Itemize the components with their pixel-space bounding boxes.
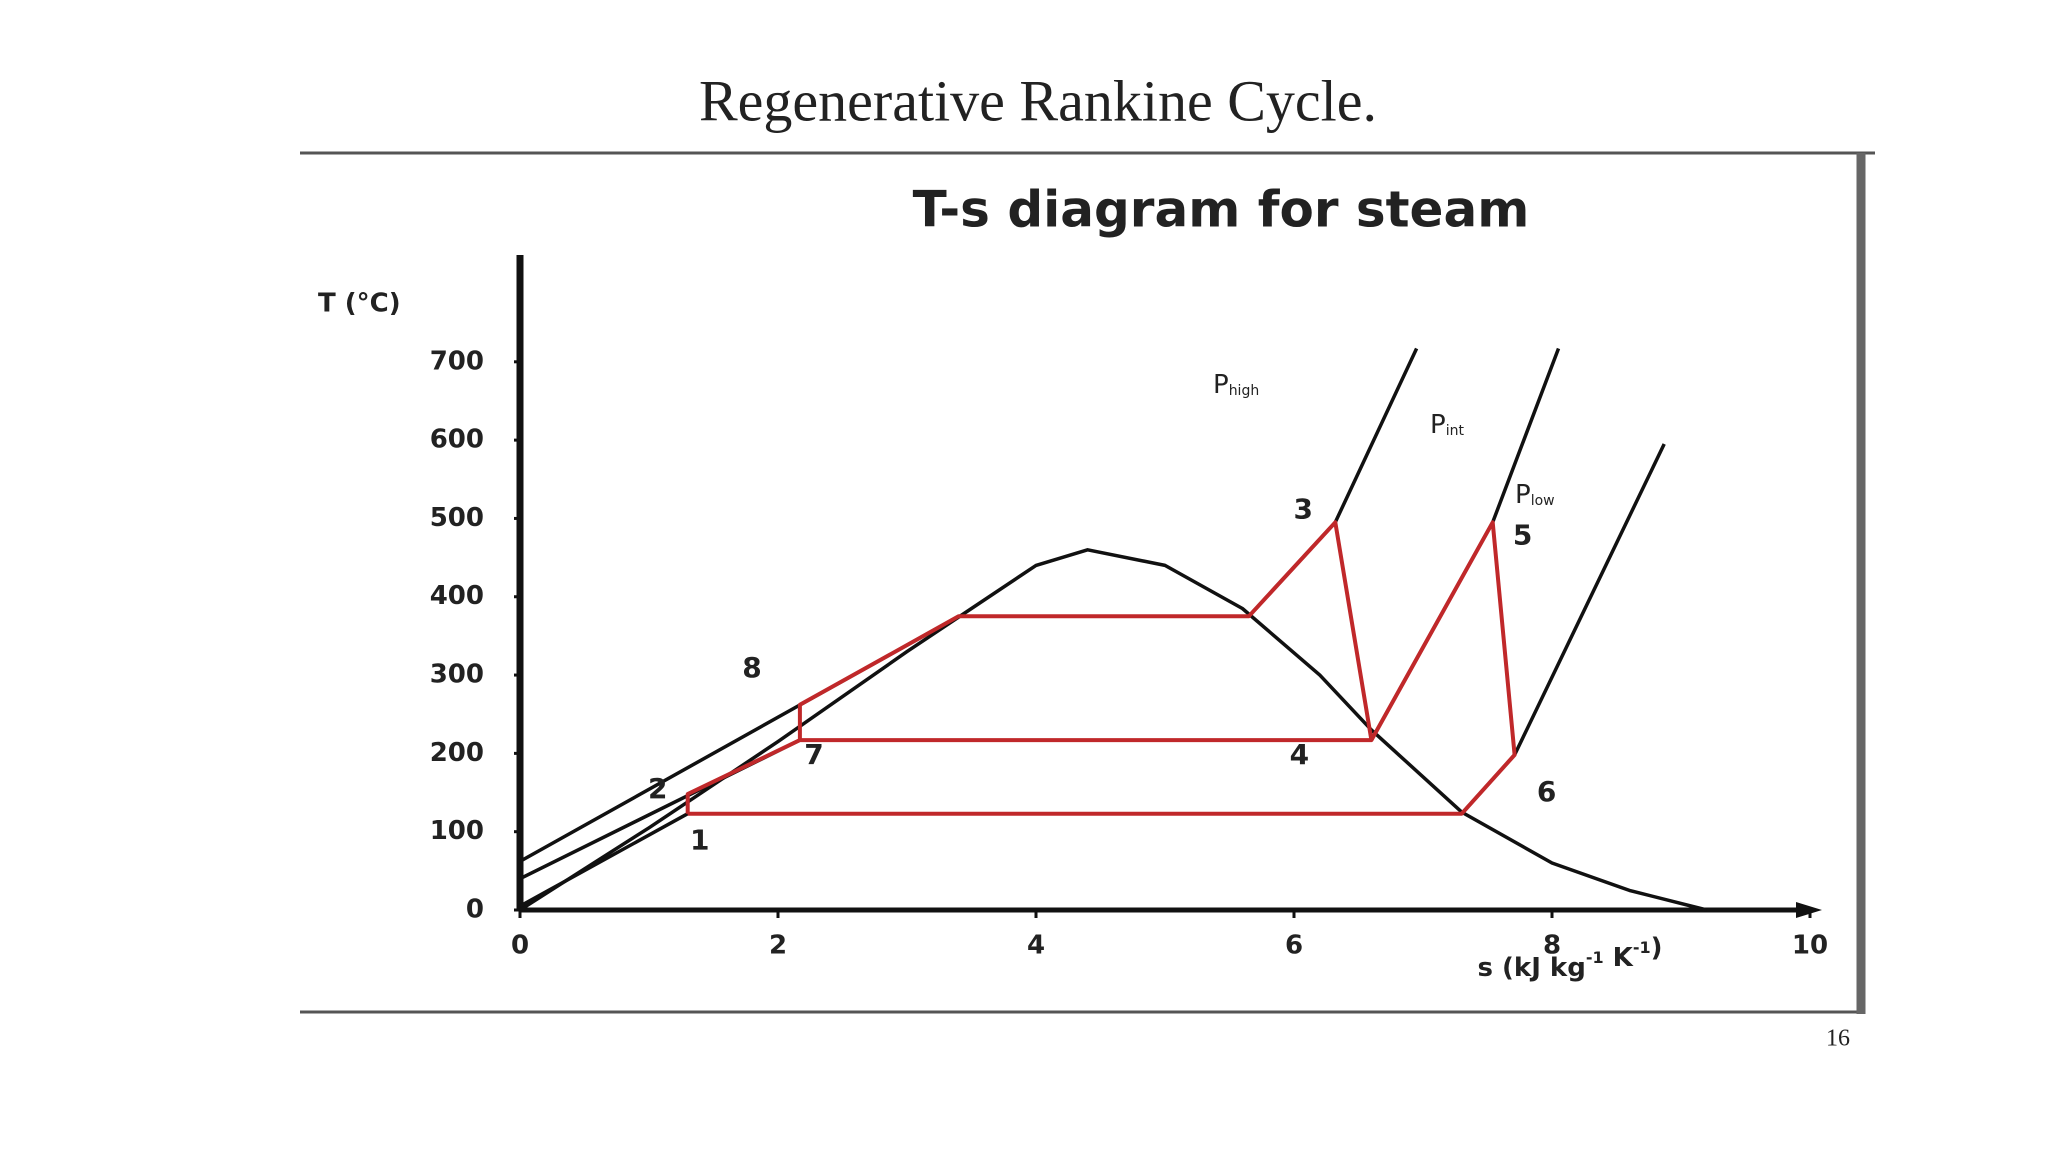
- series-line: [685, 520, 1517, 816]
- x-tick-label: 0: [511, 931, 529, 961]
- x-label-sup: -1: [1586, 948, 1604, 967]
- isobar-label: Pint: [1430, 410, 1464, 440]
- isobar-label: Plow: [1515, 480, 1555, 510]
- page-number: 16: [1826, 1026, 1850, 1052]
- state-point-label: 4: [1290, 738, 1309, 771]
- isobar-label-main: P: [1515, 480, 1531, 510]
- state-point-label: 6: [1537, 775, 1556, 808]
- series-line: [519, 347, 1561, 881]
- x-tick-label: 8: [1543, 931, 1561, 961]
- y-axis-label: T (°C): [318, 289, 401, 319]
- y-tick-label: 100: [430, 816, 484, 846]
- isobar-label-main: P: [1213, 370, 1229, 400]
- x-label-part: s (kJ kg: [1478, 953, 1586, 983]
- x-tick-label: 10: [1792, 931, 1828, 961]
- state-point-label: 7: [804, 738, 823, 771]
- x-tick-label: 6: [1285, 931, 1303, 961]
- state-point-label: 8: [742, 651, 761, 684]
- x-axis-label: s (kJ kg-1 K-1): [1478, 933, 1663, 983]
- state-point-label: 3: [1294, 492, 1313, 525]
- x-label-sup: -1: [1633, 938, 1651, 957]
- y-tick-label: 600: [430, 425, 484, 455]
- chart-title: T-s diagram for steam: [913, 181, 1530, 239]
- x-label-part: K: [1604, 943, 1634, 973]
- y-tick-label: 300: [430, 660, 484, 690]
- y-tick-label: 700: [430, 346, 484, 376]
- isobar-label-sub: high: [1229, 383, 1260, 399]
- y-tick-label: 400: [430, 581, 484, 611]
- state-point-label: 2: [648, 772, 667, 805]
- isobar-label: Phigh: [1213, 370, 1259, 400]
- x-tick-label: 4: [1027, 931, 1045, 961]
- y-tick-label: 500: [430, 503, 484, 533]
- series-line: [519, 548, 1708, 912]
- isobar-label-sub: low: [1531, 493, 1555, 509]
- state-point-label: 5: [1513, 518, 1532, 551]
- slide-title: Regenerative Rankine Cycle.: [699, 68, 1377, 133]
- isobar-label-main: P: [1430, 410, 1446, 440]
- x-label-part: ): [1651, 933, 1663, 963]
- x-axis-arrow: [1796, 902, 1822, 918]
- state-point-label: 1: [690, 824, 709, 857]
- isobar-label-sub: int: [1446, 423, 1465, 439]
- y-tick-label: 0: [466, 895, 484, 925]
- x-tick-label: 2: [769, 931, 787, 961]
- y-tick-label: 200: [430, 738, 484, 768]
